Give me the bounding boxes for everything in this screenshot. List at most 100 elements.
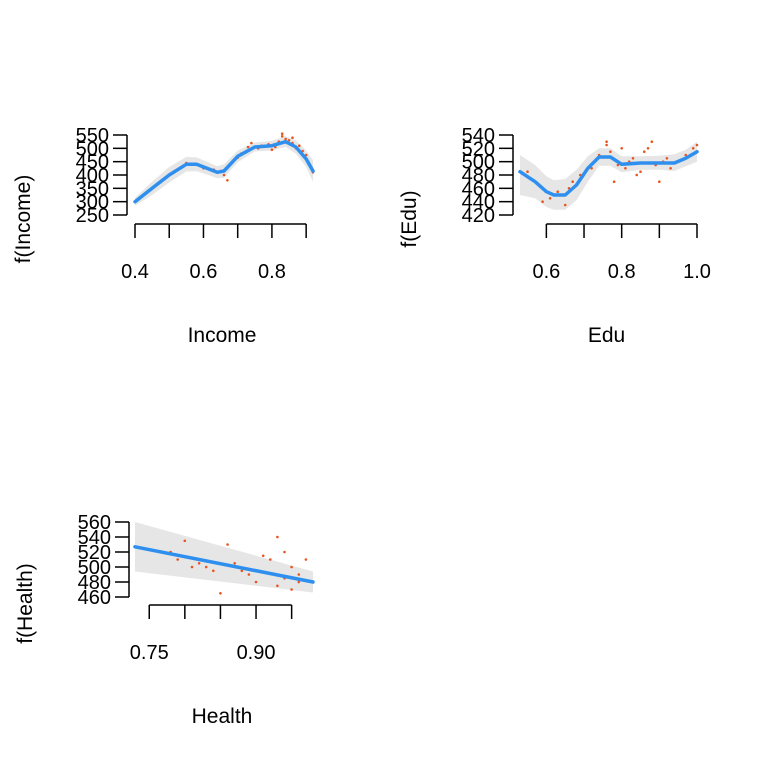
x-tick-label: 0.90 — [237, 642, 276, 664]
data-point — [526, 170, 529, 173]
data-point — [620, 147, 623, 150]
data-point — [646, 147, 650, 150]
x-tick-label: 0.6 — [190, 261, 218, 283]
data-point — [212, 569, 215, 573]
data-point — [616, 163, 620, 167]
data-point — [246, 145, 250, 149]
y-axis-title: f(Edu) — [398, 190, 421, 247]
data-point — [247, 573, 251, 576]
data-point — [204, 565, 208, 569]
confidence-band — [135, 522, 313, 593]
smooth-line — [133, 139, 315, 204]
data-point — [270, 148, 274, 151]
x-axis-title: Income — [188, 324, 257, 347]
data-point — [254, 580, 258, 584]
smooth-line — [133, 545, 315, 584]
x-axis-title: Edu — [588, 324, 625, 347]
data-point — [556, 190, 559, 193]
y-tick-label: 460 — [78, 587, 111, 609]
x-axis-title: Health — [192, 705, 253, 728]
data-point — [643, 150, 646, 153]
data-point — [612, 180, 616, 183]
y-tick-label: 300 — [76, 192, 109, 214]
data-point — [290, 588, 293, 591]
data-point — [261, 554, 265, 558]
data-point — [635, 173, 638, 177]
smooth-line — [518, 149, 699, 197]
x-tick-label: 1.0 — [683, 261, 711, 283]
data-point — [283, 550, 286, 554]
x-tick-label: 0.4 — [121, 261, 149, 283]
y-axis-title: f(Health) — [14, 563, 37, 644]
data-point — [669, 167, 672, 170]
y-tick-label: 540 — [462, 125, 495, 147]
data-point — [276, 584, 279, 588]
data-point — [226, 543, 229, 546]
data-point — [624, 167, 627, 170]
data-point — [197, 562, 201, 565]
data-point — [304, 558, 308, 561]
y-tick-label: 440 — [462, 192, 495, 214]
data-point — [605, 143, 608, 147]
data-point — [684, 153, 687, 157]
y-tick-label: 520 — [462, 138, 495, 160]
data-point — [571, 180, 574, 183]
y-tick-label: 450 — [76, 152, 109, 174]
data-point — [280, 132, 284, 135]
data-point — [240, 569, 244, 573]
y-tick-label: 500 — [462, 152, 495, 174]
y-tick-label: 420 — [462, 205, 495, 227]
confidence-band — [520, 141, 697, 210]
y-tick-label: 560 — [78, 512, 111, 534]
y-tick-label: 520 — [78, 542, 111, 564]
y-tick-label: 500 — [78, 557, 111, 579]
x-tick-label: 0.6 — [532, 261, 560, 283]
data-point — [222, 173, 226, 177]
data-point — [219, 592, 222, 595]
data-point — [269, 558, 272, 561]
data-point — [609, 150, 612, 153]
data-point — [190, 565, 194, 569]
data-point — [287, 139, 291, 142]
data-point — [276, 535, 279, 539]
data-point — [183, 539, 187, 543]
data-point — [650, 140, 654, 143]
data-point — [176, 558, 179, 561]
y-tick-label: 480 — [78, 572, 111, 594]
y-tick-label: 400 — [76, 165, 109, 187]
data-point — [590, 167, 593, 170]
data-point — [291, 136, 294, 139]
x-tick-label: 0.75 — [130, 642, 169, 664]
data-point — [233, 562, 236, 565]
data-point — [250, 141, 253, 145]
data-point — [284, 137, 287, 141]
data-point — [226, 179, 229, 182]
y-axis-title: f(Income) — [12, 175, 35, 264]
y-tick-label: 250 — [76, 205, 109, 227]
data-point — [665, 157, 669, 160]
y-tick-label: 500 — [76, 138, 109, 160]
data-point — [631, 157, 635, 160]
y-tick-label: 540 — [78, 527, 111, 549]
data-point — [691, 147, 695, 150]
data-point — [541, 200, 544, 203]
data-point — [297, 573, 301, 576]
x-tick-label: 0.8 — [608, 261, 636, 283]
y-tick-label: 480 — [462, 165, 495, 187]
data-point — [658, 180, 661, 183]
x-tick-label: 0.8 — [258, 261, 286, 283]
data-point — [290, 565, 293, 569]
y-tick-label: 350 — [76, 178, 109, 200]
data-point — [280, 135, 284, 138]
data-point — [563, 203, 567, 207]
data-point — [298, 144, 301, 147]
y-tick-label: 460 — [462, 178, 495, 200]
y-tick-label: 550 — [76, 125, 109, 147]
data-point — [695, 143, 699, 147]
data-point — [639, 170, 642, 173]
